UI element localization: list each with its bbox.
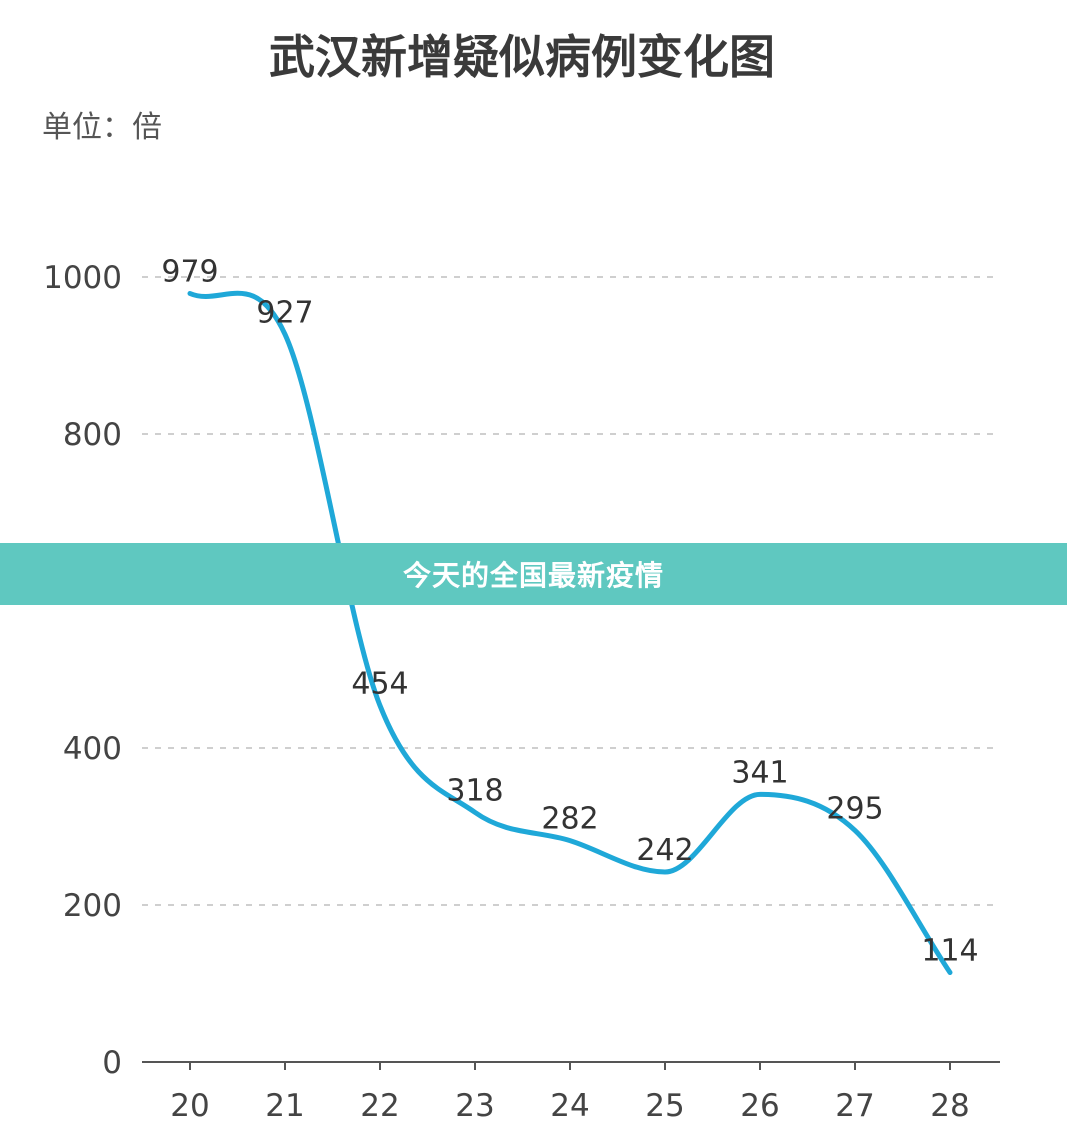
y-tick-label: 800 [63,417,122,453]
data-label: 341 [731,755,788,790]
chart-title: 武汉新增疑似病例变化图 [269,30,775,84]
data-label: 295 [826,791,883,826]
x-tick-label: 23 [455,1088,494,1124]
y-tick-label: 0 [102,1045,122,1081]
x-tick-label: 28 [930,1088,969,1124]
data-label: 282 [541,802,598,837]
y-tick-label: 200 [63,888,122,924]
x-tick-label: 27 [835,1088,874,1124]
x-tick-label: 25 [645,1088,684,1124]
data-label: 242 [636,833,693,868]
data-label: 114 [921,934,978,969]
data-label: 318 [446,773,503,808]
x-axis: 20 21 22 23 24 25 26 27 28 [170,1062,970,1124]
data-labels: 979 927 454 318 282 242 341 295 114 [161,254,978,968]
x-tick-label: 22 [360,1088,399,1124]
banner-text: 今天的全国最新疫情 [402,559,664,592]
banner: 今天的全国最新疫情 [0,543,1067,605]
x-tick-label: 24 [550,1088,589,1124]
y-tick-label: 1000 [43,260,122,296]
unit-label: 单位：倍 [42,110,162,145]
y-axis-tick-labels: 02004006008001000 [43,260,122,1081]
data-label: 454 [351,667,408,702]
x-tick-label: 21 [265,1088,304,1124]
data-label: 979 [161,254,218,289]
y-tick-label: 400 [63,731,122,767]
x-tick-label: 26 [740,1088,779,1124]
series-line [187,290,953,976]
x-tick-label: 20 [170,1088,209,1124]
data-label: 927 [256,295,313,330]
